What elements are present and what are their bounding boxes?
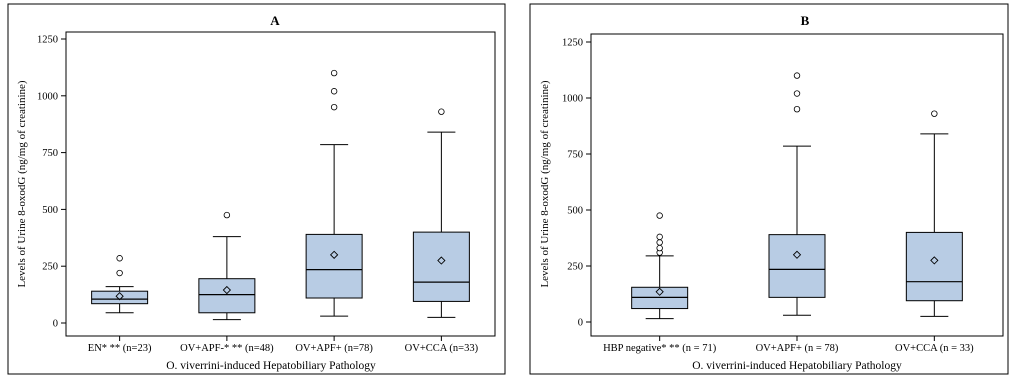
panel-b-x-axis-label: O. viverrini-induced Hepatobiliary Patho…: [692, 360, 902, 372]
outlier-point: [793, 72, 801, 79]
box-iqr: [412, 231, 470, 302]
panel-a-x-axis: EN* ** (n=23) OV+APF-* ** (n=48) OV+APF+ (…: [88, 336, 479, 354]
panel-a-x-tick-label: OV+CCA (n=33): [405, 343, 479, 354]
outlier-point: [330, 88, 338, 95]
panel-a-x-tick-label: OV+APF-* ** (n=48): [180, 343, 274, 354]
panel-a-x-axis-label: O. viverrini-induced Hepatobiliary Patho…: [166, 360, 376, 372]
outlier-point: [656, 244, 663, 252]
mean-marker: [655, 287, 664, 296]
panel-a-y-axis-label: Levels of Urine 8-oxodG (ng/mg of creati…: [16, 80, 28, 287]
mean-marker: [222, 285, 232, 295]
panel-b-x-tick-label: OV+APF+ (n = 78): [756, 343, 839, 354]
panel-b-y-tick-label: 500: [567, 206, 583, 217]
panel-b-y-tick-label: 1250: [562, 38, 583, 49]
box-iqr: [91, 290, 149, 305]
outlier-point: [223, 211, 231, 219]
outlier-point: [656, 233, 663, 241]
panel-b-x-tick-label: HBP negative* ** (n = 71): [603, 343, 717, 354]
panel-b-y-axis-label: Levels of Urine 8-oxodG (ng/mg of creati…: [539, 80, 551, 287]
mean-marker: [930, 256, 939, 265]
panel-a-boxes: [91, 69, 470, 321]
panel-a-y-tick-label: 250: [42, 262, 58, 273]
panel-b: B 0 250 500 750 1000 1250 HBP negative* ** (n…: [529, 3, 1009, 375]
panel-b-title: B: [801, 13, 810, 28]
panel-b-y-tick-label: 1000: [562, 94, 583, 105]
mean-marker: [437, 256, 446, 265]
panel-a-title: A: [270, 13, 280, 28]
panel-b-y-tick-label: 250: [567, 262, 583, 273]
panel-a: A 0 250 500 750 1000 1250 EN* ** (n=23) OV+APF…: [7, 3, 506, 375]
outlier-point: [116, 255, 123, 262]
panel-b-y-axis: 0 250 500 750 1000 1250: [562, 38, 591, 329]
outlier-point: [330, 103, 338, 111]
panel-b-boxes: [631, 72, 963, 320]
outlier-point: [656, 212, 663, 219]
outlier-point: [793, 90, 801, 97]
panel-a-x-tick-label: EN* ** (n=23): [88, 343, 152, 354]
outlier-point: [116, 269, 123, 277]
box-iqr: [198, 278, 256, 314]
box-iqr: [768, 234, 826, 298]
panel-a-y-tick-label: 500: [42, 205, 58, 216]
outlier-point: [656, 239, 663, 246]
box-iqr: [905, 231, 963, 302]
mean-marker: [792, 250, 802, 259]
mean-marker: [329, 250, 339, 259]
panel-b-x-axis: HBP negative* ** (n = 71) OV+APF+ (n = 78…: [603, 336, 974, 354]
panel-a-y-tick-label: 0: [53, 319, 58, 330]
outlier-point: [931, 110, 938, 117]
box-iqr: [305, 233, 363, 299]
panel-a-y-axis: 0 250 500 750 1000 1250: [37, 35, 66, 330]
panel-b-y-tick-label: 0: [578, 318, 583, 329]
panel-b-y-tick-label: 750: [567, 150, 583, 161]
panel-a-y-tick-label: 1000: [37, 91, 58, 102]
outlier-point: [793, 105, 801, 113]
panel-a-x-tick-label: OV+APF+ (n=78): [295, 343, 373, 354]
outlier-point: [330, 69, 338, 77]
panel-b-x-tick-label: OV+CCA (n = 33): [895, 343, 974, 354]
panel-a-y-tick-label: 1250: [37, 35, 58, 46]
mean-marker: [115, 292, 124, 301]
outlier-point: [438, 108, 445, 115]
panel-a-y-tick-label: 750: [42, 148, 58, 159]
